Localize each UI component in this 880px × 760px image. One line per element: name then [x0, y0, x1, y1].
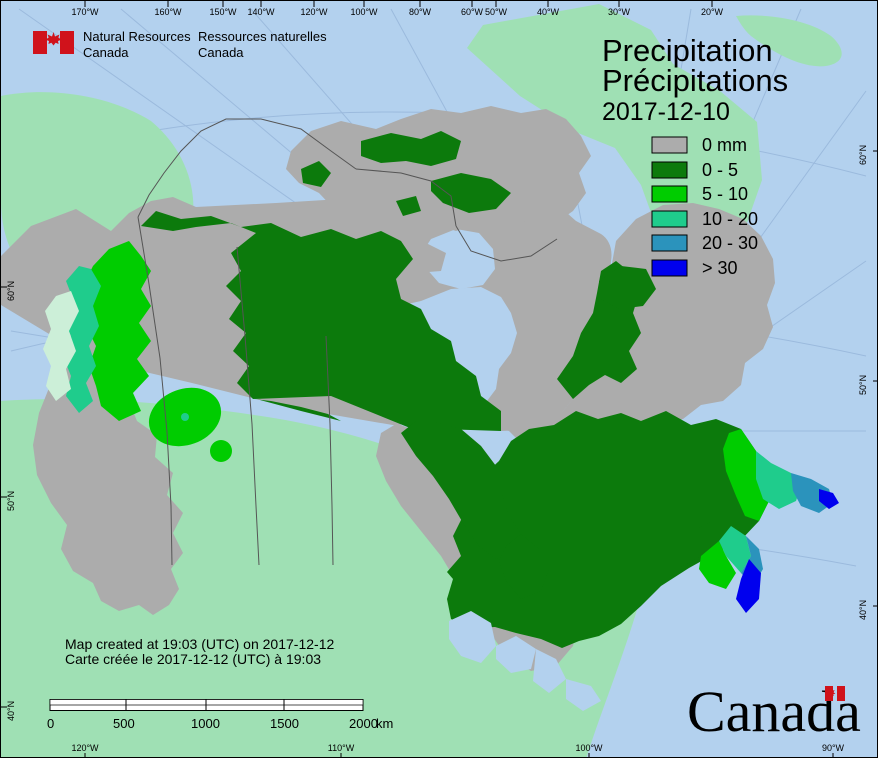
svg-text:50°N: 50°N — [858, 375, 868, 395]
svg-text:30°W: 30°W — [608, 7, 631, 17]
svg-text:Précipitations: Précipitations — [602, 63, 788, 98]
svg-text:40°W: 40°W — [537, 7, 560, 17]
svg-text:1500: 1500 — [270, 716, 299, 731]
svg-text:140°W: 140°W — [247, 7, 275, 17]
svg-text:Canada: Canada — [83, 45, 129, 60]
svg-text:150°W: 150°W — [209, 7, 237, 17]
svg-text:Canada: Canada — [687, 679, 861, 744]
svg-text:170°W: 170°W — [71, 7, 99, 17]
svg-text:Carte créée le 2017-12-12 (UTC: Carte créée le 2017-12-12 (UTC) à 19:03 — [65, 651, 321, 667]
svg-text:110°W: 110°W — [328, 743, 355, 753]
svg-text:0 mm: 0 mm — [702, 135, 747, 155]
svg-text:160°W: 160°W — [154, 7, 182, 17]
svg-text:10 - 20: 10 - 20 — [702, 209, 758, 229]
svg-text:60°N: 60°N — [6, 281, 16, 301]
svg-text:40°N: 40°N — [858, 600, 868, 620]
svg-text:120°W: 120°W — [300, 7, 328, 17]
svg-text:120°W: 120°W — [71, 743, 99, 753]
svg-text:2000: 2000 — [349, 716, 378, 731]
svg-text:50°N: 50°N — [6, 491, 16, 511]
svg-text:Map created at 19:03 (UTC) on: Map created at 19:03 (UTC) on 2017-12-12 — [65, 636, 334, 652]
svg-text:60°N: 60°N — [858, 145, 868, 165]
svg-text:km: km — [376, 716, 393, 731]
svg-text:90°W: 90°W — [822, 743, 845, 753]
svg-text:80°W: 80°W — [409, 7, 432, 17]
svg-text:40°N: 40°N — [6, 701, 16, 721]
svg-text:0: 0 — [47, 716, 54, 731]
svg-text:1000: 1000 — [191, 716, 220, 731]
svg-text:20°W: 20°W — [701, 7, 724, 17]
svg-text:500: 500 — [113, 716, 135, 731]
svg-text:50°W: 50°W — [485, 7, 508, 17]
svg-text:100°W: 100°W — [350, 7, 378, 17]
svg-text:20 - 30: 20 - 30 — [702, 233, 758, 253]
svg-text:2017-12-10: 2017-12-10 — [602, 98, 730, 126]
svg-text:Natural Resources: Natural Resources — [83, 29, 191, 44]
svg-text:5 - 10: 5 - 10 — [702, 184, 748, 204]
svg-text:Canada: Canada — [198, 45, 244, 60]
svg-text:Ressources naturelles: Ressources naturelles — [198, 29, 327, 44]
svg-text:0 - 5: 0 - 5 — [702, 160, 738, 180]
svg-text:> 30: > 30 — [702, 258, 738, 278]
svg-text:60°W: 60°W — [461, 7, 484, 17]
svg-text:100°W: 100°W — [575, 743, 603, 753]
